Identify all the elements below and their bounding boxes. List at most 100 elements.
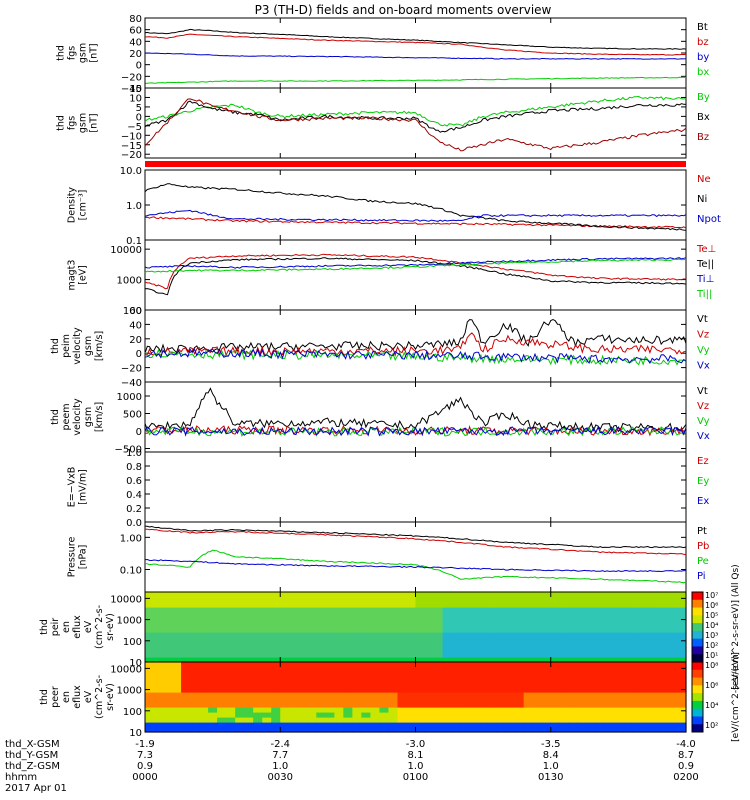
heatmap-cell (640, 682, 651, 688)
heatmap-cell (343, 617, 353, 623)
heatmap-cell (271, 712, 281, 718)
heatmap-cell (154, 707, 164, 713)
heatmap-cell (154, 597, 164, 603)
heatmap-cell (163, 707, 173, 713)
heatmap-cell (676, 707, 687, 713)
heatmap-cell (235, 707, 245, 713)
heatmap-cell (298, 627, 308, 633)
panel-frame (144, 381, 687, 453)
heatmap-cell (208, 632, 218, 638)
heatmap-cell (370, 657, 381, 663)
heatmap-cell (208, 622, 218, 628)
heatmap-cell (190, 617, 200, 623)
heatmap-cell (244, 632, 254, 638)
x-row-label: thd_X-GSM (5, 739, 60, 750)
heatmap-cell (676, 662, 687, 668)
heatmap-cell (271, 652, 281, 658)
heatmap-cell (163, 667, 173, 673)
heatmap-cell (604, 667, 615, 673)
heatmap-cell (334, 637, 344, 643)
heatmap-cell (577, 702, 588, 708)
heatmap-cell (217, 672, 227, 678)
heatmap-cell (595, 717, 606, 723)
series-line-Te|| (144, 257, 687, 296)
heatmap-cell (217, 692, 227, 698)
heatmap-cell (406, 687, 417, 693)
heatmap-cell (559, 712, 570, 718)
heatmap-cell (451, 597, 462, 603)
heatmap-cell (217, 697, 227, 703)
y-tick-label: 60 (129, 306, 142, 317)
heatmap-cell (199, 632, 209, 638)
panel-frame (144, 309, 687, 383)
heatmap-cell (541, 697, 552, 703)
heatmap-cell (370, 642, 381, 648)
heatmap-cell (487, 717, 498, 723)
heatmap-cell (307, 727, 317, 733)
heatmap-cell (451, 642, 462, 648)
heatmap-cell (397, 697, 408, 703)
heatmap-cell (595, 652, 606, 658)
heatmap-cell (406, 612, 417, 618)
heatmap-cell (640, 607, 651, 613)
heatmap-cell (271, 722, 281, 728)
panel-frame (144, 521, 687, 593)
heatmap-cell (172, 707, 182, 713)
heatmap-cell (496, 602, 507, 608)
heatmap-cell (325, 612, 335, 618)
heatmap-cell (262, 727, 272, 733)
heatmap-cell (514, 707, 525, 713)
heatmap-cell (280, 622, 290, 628)
heatmap-cell (154, 652, 164, 658)
heatmap-cell (352, 692, 362, 698)
heatmap-cell (415, 652, 426, 658)
heatmap-cell (262, 682, 272, 688)
series-line-Te⊥ (144, 253, 687, 290)
heatmap-cell (352, 697, 362, 703)
heatmap-cell (514, 702, 525, 708)
heatmap-cell (676, 702, 687, 708)
heatmap-cell (163, 597, 173, 603)
heatmap-cell (532, 662, 543, 668)
heatmap-cell (307, 677, 317, 683)
heatmap-cell (280, 607, 290, 613)
heatmap-cell (514, 652, 525, 658)
heatmap-cell (595, 682, 606, 688)
heatmap-cell (631, 627, 642, 633)
heatmap-cell (271, 617, 281, 623)
heatmap-cell (325, 657, 335, 663)
heatmap-cell (541, 612, 552, 618)
heatmap-cell (406, 642, 417, 648)
heatmap-cell (244, 677, 254, 683)
heatmap-cell (631, 692, 642, 698)
heatmap-cell (451, 657, 462, 663)
heatmap-cell (640, 707, 651, 713)
heatmap-cell (595, 632, 606, 638)
heatmap-cell (271, 687, 281, 693)
heatmap-cell (568, 632, 579, 638)
heatmap-cell (154, 617, 164, 623)
heatmap-cell (406, 667, 417, 673)
heatmap-cell (469, 687, 480, 693)
heatmap-cell (550, 642, 561, 648)
heatmap-cell (559, 697, 570, 703)
heatmap-cell (505, 687, 516, 693)
heatmap-cell (631, 727, 642, 733)
heatmap-cell (631, 597, 642, 603)
heatmap-cell (523, 622, 534, 628)
heatmap-cell (577, 657, 588, 663)
heatmap-cell (397, 682, 408, 688)
heatmap-cell (307, 617, 317, 623)
legend-entry: Te⊥ (696, 244, 716, 255)
heatmap-cell (469, 617, 480, 623)
legend-entry: Pe (697, 556, 709, 567)
heatmap-cell (226, 642, 236, 648)
legend-entry: by (697, 52, 709, 63)
heatmap-cell (505, 602, 516, 608)
heatmap-cell (163, 607, 173, 613)
heatmap-cell (658, 727, 669, 733)
heatmap-cell (343, 647, 353, 653)
heatmap-cell (433, 657, 444, 663)
heatmap-cell (343, 602, 353, 608)
